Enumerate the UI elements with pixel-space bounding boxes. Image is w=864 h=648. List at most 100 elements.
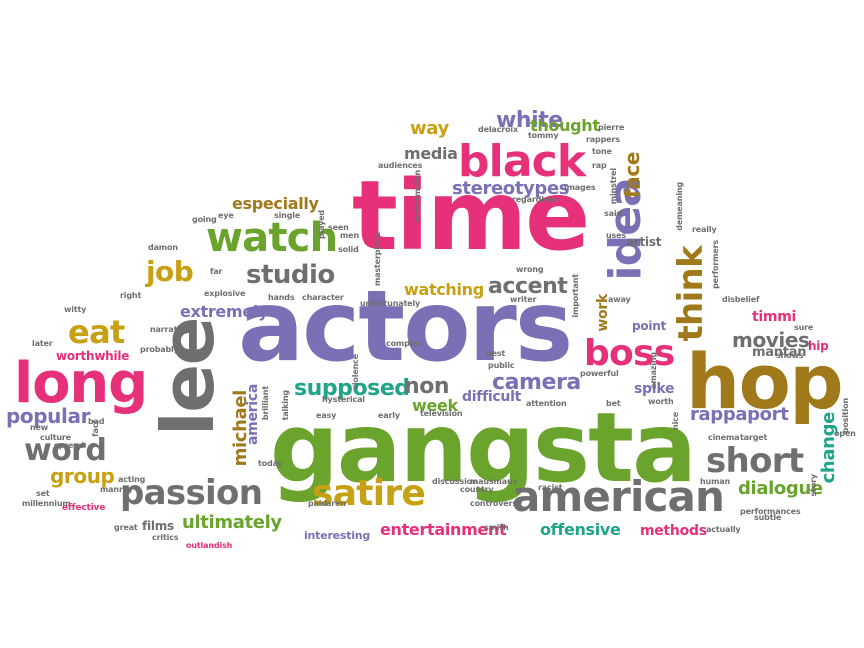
word-eat: eat bbox=[68, 313, 125, 351]
word-actually: actually bbox=[706, 525, 741, 534]
word-talking: talking bbox=[281, 390, 290, 421]
word-rappers: rappers bbox=[586, 135, 620, 144]
word-seen: seen bbox=[328, 223, 349, 232]
word-short: short bbox=[706, 441, 804, 481]
word-black: black bbox=[458, 136, 586, 187]
word-job: job bbox=[146, 255, 194, 288]
word-smith: smith bbox=[484, 523, 509, 532]
word-public: public bbox=[488, 361, 515, 370]
word-open: open bbox=[834, 429, 856, 438]
word-nice: nice bbox=[671, 412, 680, 430]
word-rap: rap bbox=[592, 161, 607, 170]
word-bet: bet bbox=[606, 399, 621, 408]
word-position: position bbox=[841, 398, 850, 434]
word-watch: watch bbox=[206, 215, 338, 261]
word-regardless: regardless bbox=[512, 195, 559, 204]
word-popular: popular bbox=[6, 404, 91, 428]
word-amazing: amazing bbox=[649, 352, 658, 389]
word-character: character bbox=[302, 293, 344, 302]
word-supposed: supposed bbox=[294, 376, 410, 401]
word-worthwhile: worthwhile bbox=[56, 349, 130, 363]
word-racist: racist bbox=[538, 483, 563, 492]
word-delacroix: delacroix bbox=[478, 125, 518, 134]
word-change: change bbox=[818, 412, 839, 484]
word-hands: hands bbox=[268, 293, 295, 302]
word-difficult: difficult bbox=[462, 389, 522, 405]
word-going: going bbox=[192, 215, 217, 224]
word-interesting: interesting bbox=[304, 529, 371, 542]
word-non: non bbox=[404, 374, 450, 399]
word-face: face bbox=[620, 152, 644, 199]
word-controversy: controversy bbox=[470, 499, 523, 508]
word-offensive: offensive bbox=[540, 520, 621, 539]
word-damon: damon bbox=[148, 243, 178, 252]
word-probably: probably bbox=[140, 345, 179, 354]
word-way: way bbox=[410, 118, 449, 139]
word-culture: culture bbox=[40, 433, 71, 442]
word-american: american bbox=[512, 472, 725, 521]
word-country: country bbox=[460, 485, 494, 494]
word-tone: tone bbox=[592, 147, 612, 156]
word-entertainment: entertainment bbox=[380, 520, 507, 539]
word-performers: performers bbox=[711, 240, 720, 289]
word-best: best bbox=[486, 349, 506, 358]
word-thought: thought bbox=[530, 116, 600, 135]
word-right: right bbox=[120, 291, 142, 300]
word-accent: accent bbox=[488, 274, 568, 299]
word-films: films bbox=[142, 519, 174, 533]
word-ultimately: ultimately bbox=[182, 512, 282, 533]
word-boss: boss bbox=[584, 333, 675, 374]
word-long: long bbox=[14, 351, 148, 416]
word-gangsta: gangsta bbox=[270, 392, 697, 504]
word-millennium: millennium bbox=[22, 499, 71, 508]
word-attention: attention bbox=[526, 399, 567, 408]
word-later: later bbox=[32, 339, 53, 348]
word-discussion: discussion bbox=[432, 477, 478, 486]
word-timmi: timmi bbox=[752, 309, 797, 325]
word-mausmaus: mausmaus bbox=[470, 477, 518, 486]
word-solid: solid bbox=[338, 245, 359, 254]
word-explosive: explosive bbox=[204, 289, 246, 298]
word-unfortunately: unfortunately bbox=[360, 299, 421, 308]
word-outlandish: outlandish bbox=[186, 541, 233, 550]
word-early: early bbox=[378, 411, 400, 420]
word-america: america bbox=[245, 384, 261, 446]
word-violence: violence bbox=[351, 354, 360, 391]
word-spike: spike bbox=[634, 381, 675, 397]
word-tommy: tommy bbox=[528, 131, 559, 140]
word-fact: fact bbox=[91, 420, 100, 437]
word-extremely: extremely bbox=[180, 302, 269, 321]
word-television: television bbox=[420, 409, 463, 418]
word-word: word bbox=[24, 433, 107, 468]
word-writer: writer bbox=[510, 295, 537, 304]
word-away: away bbox=[608, 295, 631, 304]
word-manray: manray bbox=[100, 485, 133, 494]
word-point: point bbox=[632, 319, 667, 333]
word-performances: performances bbox=[740, 507, 801, 516]
word-hip: hip bbox=[808, 339, 829, 353]
word-actors: actors bbox=[238, 270, 573, 384]
word-camera: camera bbox=[492, 370, 581, 395]
word-disbelief: disbelief bbox=[722, 295, 760, 304]
word-methods: methods bbox=[640, 523, 707, 539]
word-white: white bbox=[496, 108, 563, 133]
word-critics: critics bbox=[152, 533, 179, 542]
word-watching: watching bbox=[404, 280, 484, 299]
word-lee: lee bbox=[146, 318, 230, 437]
word-story: story bbox=[809, 474, 818, 497]
word-think: think bbox=[671, 246, 711, 342]
word-far: far bbox=[210, 267, 223, 276]
word-target: target bbox=[740, 433, 768, 442]
word-subtle: subtle bbox=[754, 513, 782, 522]
word-worth: worth bbox=[648, 397, 674, 406]
word-men: men bbox=[340, 231, 359, 240]
word-said: said bbox=[604, 209, 622, 218]
word-week: week bbox=[412, 396, 458, 415]
word-group: group bbox=[50, 464, 115, 488]
word-mantan: mantan bbox=[752, 345, 807, 360]
word-artist: artist bbox=[626, 235, 662, 249]
word-passion: passion bbox=[120, 473, 263, 513]
word-rappaport: rappaport bbox=[690, 404, 789, 425]
word-new: new bbox=[30, 423, 49, 432]
